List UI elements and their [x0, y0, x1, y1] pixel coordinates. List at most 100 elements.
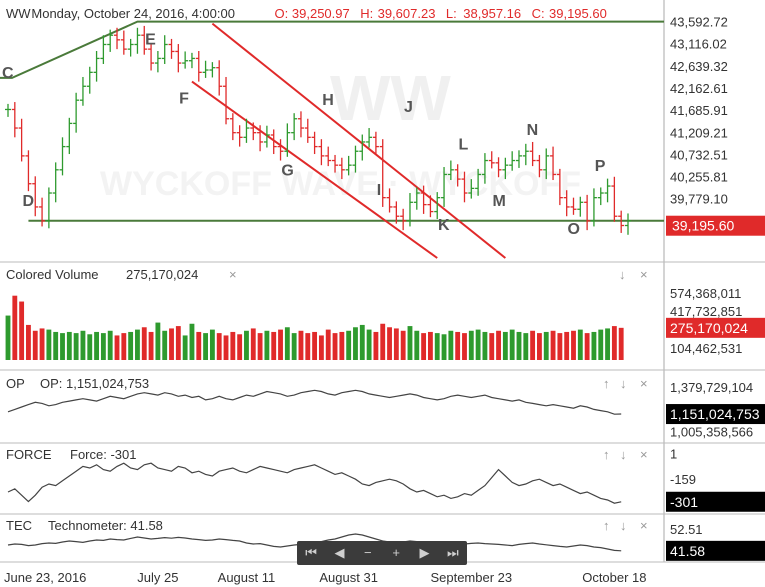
force-line [7, 462, 622, 504]
volume-bar [32, 330, 38, 360]
volume-bar [141, 327, 147, 360]
volume-bar [182, 335, 188, 360]
header-text: 39,195.60 [549, 6, 607, 21]
wave-point-label: M [493, 193, 506, 210]
volume-bar [414, 330, 420, 360]
header-text: C: [532, 6, 545, 21]
zoom-out-icon[interactable]: − [364, 545, 372, 560]
header-text: H: [360, 6, 373, 21]
header-text: 38,957.16 [463, 6, 521, 21]
volume-bar [53, 331, 59, 360]
first-page-icon[interactable]: ⏮ [305, 545, 317, 560]
price-tick-label: 39,779.10 [670, 192, 728, 207]
volume-bar [100, 333, 106, 360]
volume-bar [353, 327, 358, 360]
force-value-tag [666, 491, 765, 512]
op-line [7, 389, 622, 415]
volume-bar [564, 331, 570, 360]
volume-bar [387, 327, 392, 360]
volume-bar [318, 335, 324, 360]
volume-bar [557, 333, 563, 360]
x-axis-label: July 25 [137, 570, 178, 585]
price-tick-label: 40,732.51 [670, 147, 728, 162]
volume-bar [209, 329, 215, 360]
volume-bar [516, 331, 522, 360]
tec-close-icon: × [640, 518, 648, 533]
zoom-in-icon[interactable]: + [392, 545, 400, 560]
wave-point-label: O [567, 221, 579, 238]
volume-bar [94, 331, 99, 360]
volume-close-icon: × [229, 267, 237, 282]
previous-icon[interactable]: ◀ [334, 545, 345, 560]
volume-bar [278, 329, 283, 360]
volume-bar [162, 330, 168, 360]
volume-panel-value: 275,170,024 [126, 267, 198, 282]
header-text: L: [446, 6, 457, 21]
volume-bar [128, 331, 134, 360]
volume-bar [571, 330, 576, 360]
tec-arrow-up-icon: ↑ [603, 518, 610, 533]
force-tag-value: -301 [670, 494, 698, 510]
volume-bar [312, 331, 318, 360]
wave-point-label: G [281, 162, 293, 179]
volume-bar [550, 330, 556, 360]
wave-point-label: C [2, 65, 14, 82]
volume-bar [250, 328, 256, 360]
force-close-icon: × [640, 447, 648, 462]
channel-upper-line [211, 22, 506, 259]
volume-bar [169, 328, 174, 360]
wave-point-label: I [377, 182, 381, 199]
force-panel-title: FORCE [6, 447, 52, 462]
volume-bar [475, 329, 481, 360]
volume-bar [291, 333, 297, 360]
volume-bar [530, 330, 536, 360]
volume-bar [591, 331, 597, 360]
volume-bar [537, 333, 542, 360]
tec-tag-value: 41.58 [670, 543, 705, 559]
tec-series-label: Technometer: 41.58 [48, 518, 163, 533]
volume-bar [257, 333, 263, 360]
x-axis-label: September 23 [430, 570, 512, 585]
price-tick-label: 43,116.02 [670, 37, 727, 52]
volume-tag-value: 275,170,024 [670, 320, 748, 336]
volume-bar [26, 324, 31, 360]
x-axis-label: August 31 [319, 570, 378, 585]
volume-bar [393, 328, 399, 360]
volume-bar [244, 330, 249, 360]
tec-tick-label: 52.51 [670, 522, 703, 537]
volume-bar [5, 315, 11, 360]
volume-bar [346, 330, 352, 360]
wave-point-label: D [22, 193, 34, 210]
tec-arrow-down-icon: ↓ [620, 518, 627, 533]
price-tick-label: 40,255.81 [670, 170, 728, 185]
volume-bar [448, 330, 454, 360]
volume-bar [175, 326, 181, 360]
volume-bar [298, 330, 304, 360]
volume-bar [509, 329, 515, 360]
header-text: Monday, October 24, 2016, 4:00:00 [31, 6, 235, 21]
volume-bar [434, 333, 440, 360]
watermark-text: WYCKOFF WAVE · WYCKOFF [100, 165, 581, 203]
volume-arrow-down-icon: ↓ [619, 267, 626, 282]
x-axis-label: October 18 [582, 570, 646, 585]
x-axis-label: August 11 [218, 570, 276, 585]
price-tick-label: 41,685.91 [670, 103, 728, 118]
volume-tick-label: 574,368,011 [670, 286, 741, 301]
op-close-icon: × [640, 376, 648, 391]
wave-point-label: L [458, 136, 468, 153]
volume-bar [618, 327, 624, 360]
last-price-value: 39,195.60 [672, 218, 734, 234]
volume-bar [332, 333, 338, 360]
volume-bar [577, 329, 583, 360]
header-text: WW [6, 6, 31, 21]
volume-bar [230, 331, 236, 360]
next-icon[interactable]: ▶ [419, 545, 430, 560]
volume-bar [421, 333, 427, 360]
price-tick-label: 42,639.32 [670, 59, 728, 74]
watermark-symbol: WW [330, 62, 451, 134]
last-page-icon[interactable]: ⏭ [446, 545, 459, 560]
volume-bar [502, 331, 508, 360]
volume-bar [216, 333, 222, 360]
volume-bar [66, 331, 72, 360]
